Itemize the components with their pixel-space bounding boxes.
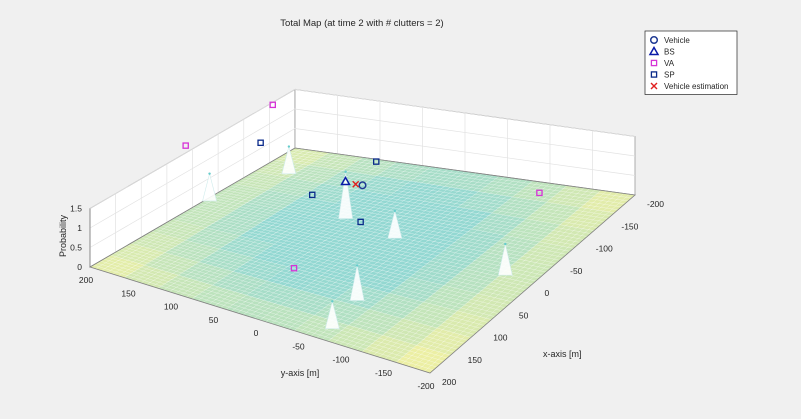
wall-grid-line [89,89,636,209]
data-markers [182,101,543,272]
legend-marker [649,35,659,45]
peak-tip [504,242,507,246]
mesh-line [117,250,458,350]
peak-tip [393,209,397,213]
marker-sp [357,218,364,226]
peak-spike [281,146,297,175]
peak-tip [355,264,359,267]
marker-vehicle [358,181,367,190]
legend-marker [650,59,658,67]
peak-spikes [202,145,513,329]
mesh-line [106,150,313,273]
floor-outline [89,147,636,374]
marker-sp [257,139,264,147]
legend-marker [650,82,658,90]
wall-grid-line [89,108,636,229]
peak-tip [287,145,291,148]
marker-va [182,142,189,149]
x-tick-label: 150 [468,355,482,365]
peak-spike [324,301,340,329]
y-tick-label: 0 [254,328,259,338]
axis-ticks: -200-150-100-50050100150200-200-150-100-… [70,199,664,391]
z-axis-label: Probability [58,214,68,257]
peak-tip [344,170,347,173]
marker-sp [372,158,380,165]
legend-label: Vehicle estimation [664,82,728,91]
chart-title: Total Map (at time 2 with # clutters = 2… [280,18,443,29]
mesh-line [93,264,434,371]
mesh-line [129,153,335,280]
legend-label: SP [664,71,675,80]
mesh-line [101,149,307,271]
z-tick-label: 0 [77,262,82,272]
y-axis-label: y-axis [m] [281,368,320,378]
peak-tip [208,172,211,175]
legend-box [644,30,738,95]
legend: Vehicle BS VA SP Vehicle estimation [644,30,738,95]
y-tick-label: -50 [292,341,305,351]
mesh-line [100,260,441,365]
peak-tip [331,300,334,303]
z-tick-label: 0.5 [70,243,82,253]
mesh-line [96,262,437,368]
legend-marker [648,45,660,56]
wall-grid-line [89,128,636,248]
mesh-line [110,254,451,356]
marker-va [269,101,276,109]
peak-spike [338,171,353,219]
peak-spike [387,210,403,239]
axes-back-walls [89,88,636,268]
y-tick-label: -100 [332,355,349,365]
legend-marker [650,71,658,78]
y-tick-label: 200 [79,275,93,285]
marker-vehicle-estimation [352,180,360,188]
probability-surface [89,147,636,374]
mesh-line [95,148,301,269]
marker-bs [340,175,351,186]
y-tick-label: 100 [164,302,178,312]
x-tick-label: 50 [519,310,529,320]
mesh-line [135,154,341,282]
mesh-line [120,248,461,347]
x-tick-label: 100 [493,333,507,343]
mesh-line [113,252,454,353]
legend-label: VA [664,59,675,68]
legend-label: BS [664,48,675,57]
marker-sp [308,191,316,199]
z-tick-label: 1.5 [70,204,82,214]
marker-va [536,189,543,197]
x-tick-label: 200 [442,377,456,387]
x-tick-label: -50 [570,266,583,276]
z-tick-label: 1 [77,223,82,233]
x-tick-label: -150 [621,221,638,231]
x-tick-label: -100 [596,244,613,254]
mesh-line [140,154,347,284]
y-tick-label: -150 [375,368,392,378]
y-tick-label: 150 [121,288,135,298]
mesh-line [103,258,444,362]
x-tick-label: -200 [647,199,664,209]
x-axis-label: x-axis [m] [543,349,582,359]
marker-va [290,264,298,272]
peak-spike [202,173,217,202]
y-tick-label: 50 [209,315,219,325]
peak-spike [497,243,513,276]
peak-spike [349,265,365,301]
mesh-line [146,155,352,285]
mesh-line [107,256,448,359]
x-tick-label: 0 [545,288,550,298]
legend-label: Vehicle [664,36,690,45]
y-tick-label: -200 [417,381,434,391]
